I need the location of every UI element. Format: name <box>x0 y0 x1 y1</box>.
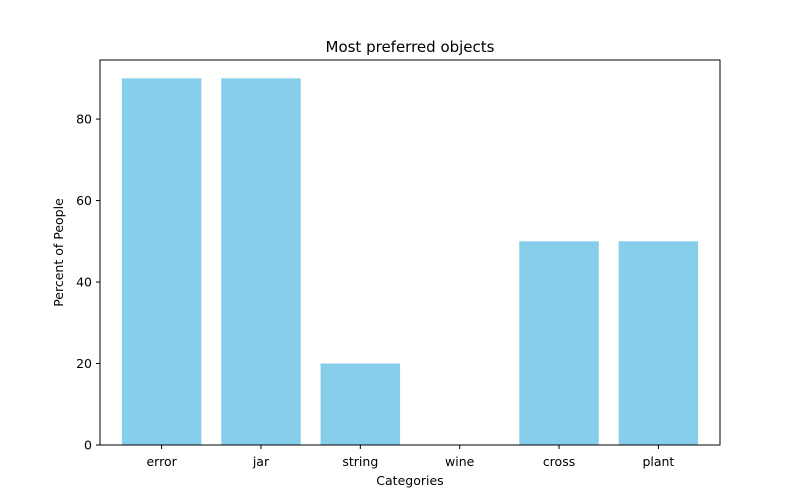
bar-error <box>121 78 202 445</box>
x-axis-label: Categories <box>376 473 443 488</box>
y-tick-label: 0 <box>84 438 92 453</box>
x-tick-label: string <box>342 454 378 469</box>
bars-group <box>121 78 699 445</box>
y-tick-label: 60 <box>76 193 92 208</box>
bar-jar <box>221 78 301 445</box>
x-tick-label: jar <box>252 454 270 469</box>
x-tick-label: cross <box>543 454 575 469</box>
y-tick-label: 20 <box>76 356 92 371</box>
y-tick-label: 40 <box>76 275 92 290</box>
chart-title: Most preferred objects <box>326 38 495 56</box>
y-tick-label: 80 <box>76 112 92 127</box>
x-tick-label: plant <box>642 454 674 469</box>
x-tick-label: error <box>146 454 177 469</box>
bar-plant <box>618 241 699 445</box>
y-axis-ticks: 0 20 40 60 80 <box>76 112 100 453</box>
y-axis-label: Percent of People <box>51 198 66 307</box>
bar-cross <box>519 241 599 445</box>
x-axis-ticks: error jar string wine cross plant <box>146 445 674 469</box>
bar-string <box>320 363 401 445</box>
x-tick-label: wine <box>445 454 475 469</box>
plot-frame <box>99 59 721 446</box>
